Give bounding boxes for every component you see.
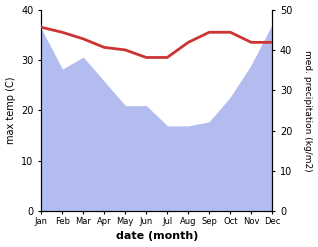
X-axis label: date (month): date (month) (115, 231, 198, 242)
Y-axis label: med. precipitation (kg/m2): med. precipitation (kg/m2) (303, 50, 313, 171)
Y-axis label: max temp (C): max temp (C) (5, 77, 16, 144)
